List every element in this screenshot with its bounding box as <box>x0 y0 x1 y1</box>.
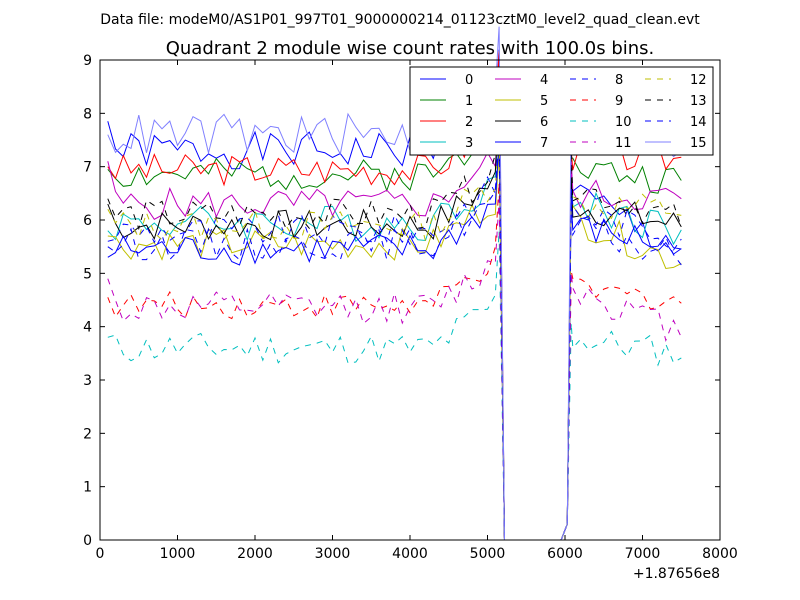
legend-label-12: 12 <box>690 73 707 88</box>
y-tick-label: 0 <box>83 533 92 549</box>
y-tick-label: 3 <box>83 373 92 389</box>
x-tick-label: 2000 <box>237 546 273 562</box>
series-line-3 <box>107 112 682 541</box>
y-tick-label: 9 <box>83 53 92 69</box>
x-tick-label: 8000 <box>702 546 738 562</box>
x-tick-label: 0 <box>96 546 105 562</box>
x-offset-label: +1.87656e8 <box>633 566 720 582</box>
legend-label-4: 4 <box>540 73 548 88</box>
series-line-11 <box>107 199 682 541</box>
series-line-5 <box>107 150 682 541</box>
x-tick-label: 3000 <box>315 546 351 562</box>
y-tick-label: 4 <box>83 320 92 336</box>
legend-label-8: 8 <box>615 73 623 88</box>
x-tick-label: 1000 <box>160 546 196 562</box>
y-tick-label: 7 <box>83 160 92 176</box>
legend-label-3: 3 <box>465 136 473 151</box>
series-layer <box>107 26 682 541</box>
series-line-0 <box>107 49 682 541</box>
series-line-7 <box>107 139 682 541</box>
legend-label-9: 9 <box>615 94 623 109</box>
y-tick-label: 5 <box>83 266 92 282</box>
legend-label-14: 14 <box>690 115 707 130</box>
series-line-14 <box>107 127 682 541</box>
data-file-label: Data file: modeM0/AS1P01_997T01_90000002… <box>100 12 700 28</box>
x-tick-label: 5000 <box>470 546 506 562</box>
x-tick-label: 7000 <box>625 546 661 562</box>
legend-label-10: 10 <box>615 115 632 130</box>
y-tick-label: 1 <box>83 480 92 496</box>
series-line-8 <box>107 129 682 541</box>
legend-label-2: 2 <box>465 115 473 130</box>
y-tick-label: 2 <box>83 426 92 442</box>
series-line-10 <box>107 230 682 541</box>
legend-label-15: 15 <box>690 136 707 151</box>
y-tick-label: 8 <box>83 106 92 122</box>
legend-label-1: 1 <box>465 94 473 109</box>
series-line-1 <box>107 80 682 541</box>
axis-ticks: 0 1000 2000 3000 4000 5000 6000 7000 80000123456… <box>83 53 738 562</box>
x-tick-label: 6000 <box>547 546 583 562</box>
x-tick-label: 4000 <box>392 546 428 562</box>
series-line-6 <box>107 107 682 541</box>
legend-label-13: 13 <box>690 94 707 109</box>
legend-box <box>409 66 714 156</box>
series-line-9 <box>107 182 682 541</box>
legend-label-0: 0 <box>465 73 473 88</box>
y-tick-label: 6 <box>83 213 92 229</box>
legend-label-6: 6 <box>540 115 548 130</box>
legend-label-11: 11 <box>615 136 632 151</box>
series-line-12 <box>107 124 682 541</box>
series-line-4 <box>107 102 682 541</box>
legend-label-5: 5 <box>540 94 548 109</box>
legend-label-7: 7 <box>540 136 548 151</box>
series-line-13 <box>107 90 682 541</box>
chart-title: Quadrant 2 module wise count rates with … <box>166 38 655 59</box>
